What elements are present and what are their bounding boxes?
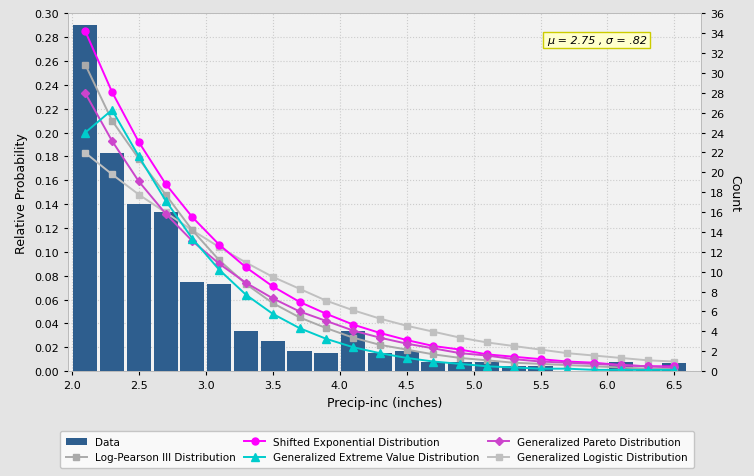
Bar: [368, 353, 392, 371]
Y-axis label: Relative Probability: Relative Probability: [15, 132, 29, 253]
Bar: [234, 331, 258, 371]
Bar: [73, 26, 97, 371]
Bar: [421, 362, 446, 371]
Y-axis label: Count: Count: [728, 174, 741, 211]
Bar: [314, 353, 339, 371]
Bar: [100, 153, 124, 371]
Legend: Data, Log-Pearson III Distribution, Shifted Exponential Distribution, Generalize: Data, Log-Pearson III Distribution, Shif…: [60, 431, 694, 468]
Bar: [154, 213, 178, 371]
Bar: [394, 351, 418, 371]
Bar: [662, 363, 686, 371]
Bar: [180, 282, 204, 371]
Bar: [127, 205, 151, 371]
Bar: [261, 342, 285, 371]
Bar: [501, 367, 526, 371]
Bar: [475, 362, 499, 371]
Bar: [608, 362, 633, 371]
Bar: [448, 362, 472, 371]
Bar: [636, 369, 660, 371]
Bar: [207, 285, 231, 371]
Text: μ = 2.75 , σ = .82: μ = 2.75 , σ = .82: [547, 36, 647, 46]
Bar: [287, 351, 311, 371]
X-axis label: Precip-inc (inches): Precip-inc (inches): [326, 396, 443, 409]
Bar: [529, 367, 553, 371]
Bar: [341, 331, 365, 371]
